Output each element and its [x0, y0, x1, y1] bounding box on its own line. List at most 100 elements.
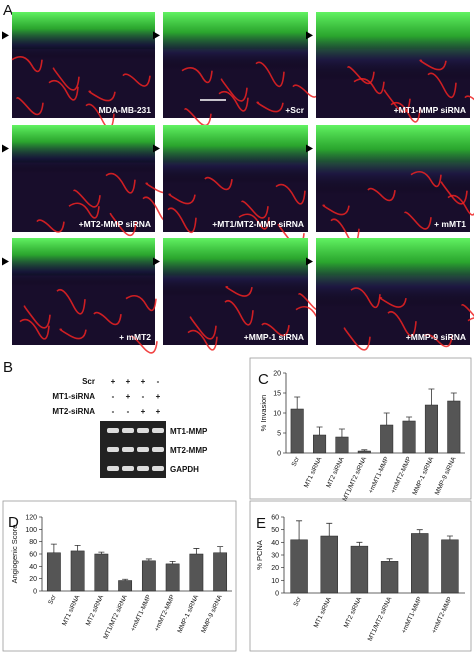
y-tick-label: 5 — [277, 431, 281, 438]
vessel — [225, 285, 253, 297]
y-tick-label: 10 — [271, 578, 279, 585]
vessel — [424, 333, 453, 348]
y-tick-label: 0 — [33, 589, 37, 596]
error-bar — [356, 541, 363, 547]
cell-layer — [316, 12, 470, 81]
bar — [411, 533, 429, 594]
arrowhead — [306, 31, 313, 40]
x-tick-label: MT1 siRNA — [61, 593, 82, 627]
bar — [165, 563, 180, 592]
vessel — [167, 207, 197, 233]
band — [107, 447, 119, 452]
vessel — [427, 72, 457, 99]
micrograph — [11, 12, 155, 130]
vessel — [256, 101, 284, 113]
cell-layer — [163, 12, 308, 71]
vessel — [19, 318, 50, 340]
panel-frame — [2, 500, 237, 652]
arrowhead — [306, 144, 313, 153]
x-tick-label: +mMT1-MMP — [401, 596, 424, 635]
arrowhead — [153, 257, 160, 266]
x-tick-label: Scr — [291, 455, 302, 468]
bar — [402, 420, 416, 454]
arrowhead — [2, 257, 9, 266]
bar — [118, 580, 133, 592]
vessel — [343, 327, 371, 351]
error-bar — [294, 396, 301, 409]
error-bar — [450, 392, 457, 401]
error-bar — [98, 551, 105, 554]
panel-label: B — [3, 359, 13, 376]
sign: + — [126, 392, 131, 401]
error-bar — [326, 522, 333, 536]
bar — [380, 561, 399, 594]
band — [137, 447, 149, 452]
vessel — [56, 288, 86, 315]
vessel — [383, 89, 411, 113]
vessel — [218, 90, 249, 112]
vessel — [379, 296, 407, 308]
band — [107, 428, 119, 433]
vessel — [184, 108, 212, 127]
cell-layer — [12, 125, 155, 174]
vessel — [59, 328, 87, 340]
x-tick-label: MMP-9 siRNA — [434, 455, 458, 496]
bar — [313, 434, 327, 454]
y-tick-label: 10 — [273, 411, 281, 418]
bar — [335, 436, 349, 454]
y-tick-label: 15 — [273, 391, 281, 398]
arrowhead — [306, 257, 313, 266]
arrowhead — [153, 144, 160, 153]
band — [122, 428, 134, 433]
sign: + — [141, 407, 146, 416]
error-bar — [338, 428, 345, 437]
micrograph — [316, 125, 474, 244]
micrograph — [316, 238, 474, 351]
image-caption: +MT2-MMP siRNA — [79, 219, 151, 229]
image-caption: +MT1/MT2-MMP siRNA — [212, 219, 304, 229]
vessel — [48, 79, 79, 101]
sign: + — [126, 377, 131, 386]
error-bar — [193, 548, 200, 554]
x-tick-label: MT1/MT2 siRNA — [341, 455, 368, 502]
arrowhead — [153, 31, 160, 40]
vessel — [36, 219, 65, 233]
band — [122, 466, 134, 471]
bar — [46, 552, 61, 592]
bar — [357, 450, 371, 454]
vessel — [275, 183, 306, 205]
y-tick-label: 0 — [277, 451, 281, 458]
x-tick-label: MT2 siRNA — [325, 455, 346, 489]
band — [122, 447, 134, 452]
vessel — [404, 211, 432, 230]
y-tick-label: 0 — [275, 591, 279, 598]
y-axis-label: Angiogenic Score — [10, 525, 19, 584]
vessel — [410, 170, 442, 188]
x-tick-label: +mMT1-MMP — [130, 594, 153, 633]
y-tick-label: 40 — [271, 540, 279, 547]
bar — [380, 424, 394, 454]
micrograph — [163, 125, 308, 248]
row-label: MT1-siRNA — [52, 392, 95, 401]
vessel — [367, 187, 396, 202]
vessel — [347, 66, 375, 85]
y-axis-label: % Invasion — [259, 395, 268, 432]
band — [152, 447, 164, 452]
image-caption: + mMT1 — [434, 219, 466, 229]
image-caption: + mMT2 — [119, 332, 151, 342]
cell-layer — [316, 238, 470, 308]
panel-frame — [249, 500, 472, 652]
sign: + — [141, 377, 146, 386]
y-tick-label: 20 — [29, 576, 37, 583]
vessel — [440, 181, 468, 205]
y-tick-label: 50 — [271, 527, 279, 534]
band — [152, 428, 164, 433]
error-bar — [386, 558, 393, 562]
vessel — [322, 204, 350, 216]
error-bar — [383, 412, 390, 425]
vessel — [204, 176, 233, 191]
image-caption: +MMP-1 siRNA — [244, 332, 304, 342]
error-bar — [169, 561, 176, 564]
x-tick-label: MMP-9 siRNA — [200, 593, 224, 634]
